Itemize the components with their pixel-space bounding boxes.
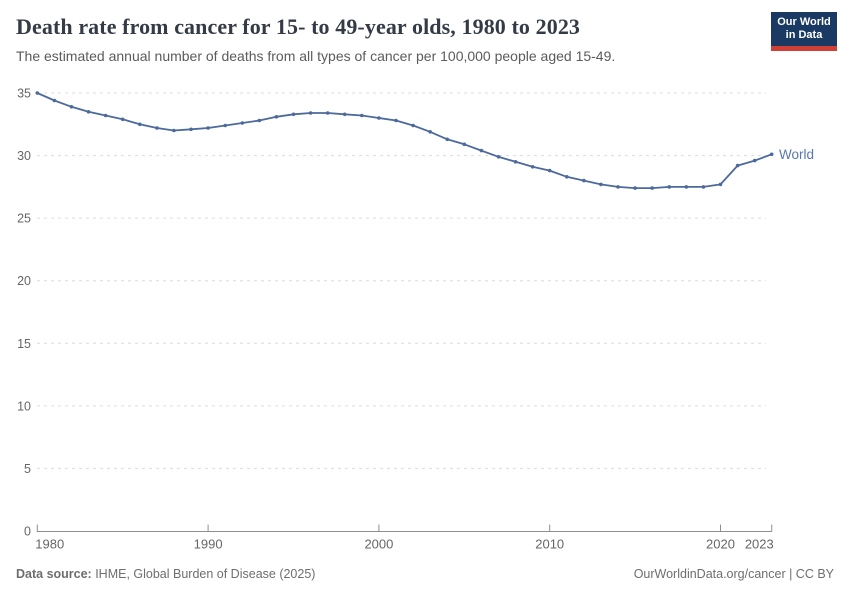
data-point[interactable] [223, 123, 227, 128]
data-point[interactable] [138, 122, 142, 127]
data-point[interactable] [718, 182, 723, 187]
data-point[interactable] [530, 165, 535, 169]
y-tick-label: 0 [24, 524, 31, 538]
data-point[interactable] [35, 91, 40, 95]
data-point[interactable] [325, 111, 330, 115]
data-point[interactable] [513, 160, 518, 164]
owid-logo: Our World in Data [771, 12, 837, 51]
chart-subtitle: The estimated annual number of deaths fr… [16, 48, 616, 64]
data-point[interactable] [52, 98, 57, 103]
data-point[interactable] [257, 118, 262, 123]
owid-logo-line1: Our World [777, 16, 831, 28]
data-point[interactable] [701, 185, 706, 189]
data-point[interactable] [667, 185, 672, 189]
data-point[interactable] [735, 163, 740, 168]
data-point[interactable] [155, 126, 159, 130]
y-tick-label: 35 [17, 87, 31, 101]
data-point[interactable] [120, 117, 125, 122]
data-point[interactable] [189, 127, 193, 132]
data-point[interactable] [394, 118, 398, 123]
data-point[interactable] [428, 130, 432, 134]
data-point[interactable] [752, 158, 757, 163]
y-tick-label: 10 [17, 399, 31, 413]
data-point[interactable] [547, 168, 552, 173]
data-point[interactable] [103, 113, 108, 118]
data-point[interactable] [769, 152, 774, 157]
data-point[interactable] [69, 105, 74, 109]
data-point[interactable] [308, 111, 313, 115]
chart-header: Death rate from cancer for 15- to 49-yea… [0, 0, 850, 65]
data-point[interactable] [582, 178, 586, 183]
data-point[interactable] [479, 148, 484, 153]
y-tick-label: 5 [24, 462, 31, 476]
x-tick-label: 2020 [706, 536, 735, 551]
x-tick-label: 2023 [745, 536, 774, 551]
x-tick-label: 1980 [35, 536, 64, 551]
data-point[interactable] [240, 121, 245, 125]
data-point[interactable] [599, 182, 603, 187]
data-point[interactable] [360, 113, 364, 118]
y-tick-label: 25 [17, 212, 31, 226]
y-tick-label: 30 [17, 149, 31, 163]
data-point[interactable] [86, 110, 91, 114]
data-point[interactable] [377, 116, 381, 120]
x-tick-label: 2000 [364, 536, 393, 551]
owid-logo-red-bar [771, 46, 837, 51]
data-point[interactable] [684, 185, 689, 189]
data-point[interactable] [616, 185, 620, 189]
data-point[interactable] [633, 186, 637, 190]
data-source-label: Data source: [16, 567, 92, 581]
y-tick-label: 15 [17, 337, 31, 351]
data-point[interactable] [565, 175, 569, 179]
series-label-world[interactable]: World [779, 147, 814, 162]
x-tick-label: 1990 [194, 536, 223, 551]
chart-canvas[interactable]: 0 5 10 15 20 25 30 35 1980 1990 2000 2010 2020 2023 Wo… [0, 84, 850, 559]
y-tick-label: 20 [17, 274, 31, 288]
data-point[interactable] [172, 128, 176, 133]
owid-logo-box: Our World in Data [771, 12, 837, 46]
data-point[interactable] [462, 142, 467, 147]
data-point[interactable] [274, 115, 279, 119]
data-point[interactable] [342, 112, 347, 117]
page-title: Death rate from cancer for 15- to 49-yea… [16, 14, 581, 39]
x-tick-label: 2010 [535, 536, 564, 551]
data-point[interactable] [445, 137, 450, 142]
chart-footer: Data source: IHME, Global Burden of Dise… [16, 566, 834, 582]
data-source-note: Data source: IHME, Global Burden of Dise… [16, 566, 315, 582]
chart-line[interactable] [36, 92, 773, 189]
data-source-text: IHME, Global Burden of Disease (2025) [91, 567, 316, 581]
data-point[interactable] [496, 155, 501, 159]
footer-link[interactable]: OurWorldinData.org/cancer | CC BY [633, 567, 834, 581]
owid-logo-line2: in Data [785, 29, 823, 41]
data-point[interactable] [206, 126, 210, 130]
data-point[interactable] [291, 112, 296, 117]
data-point[interactable] [411, 123, 415, 128]
data-point[interactable] [650, 186, 654, 190]
